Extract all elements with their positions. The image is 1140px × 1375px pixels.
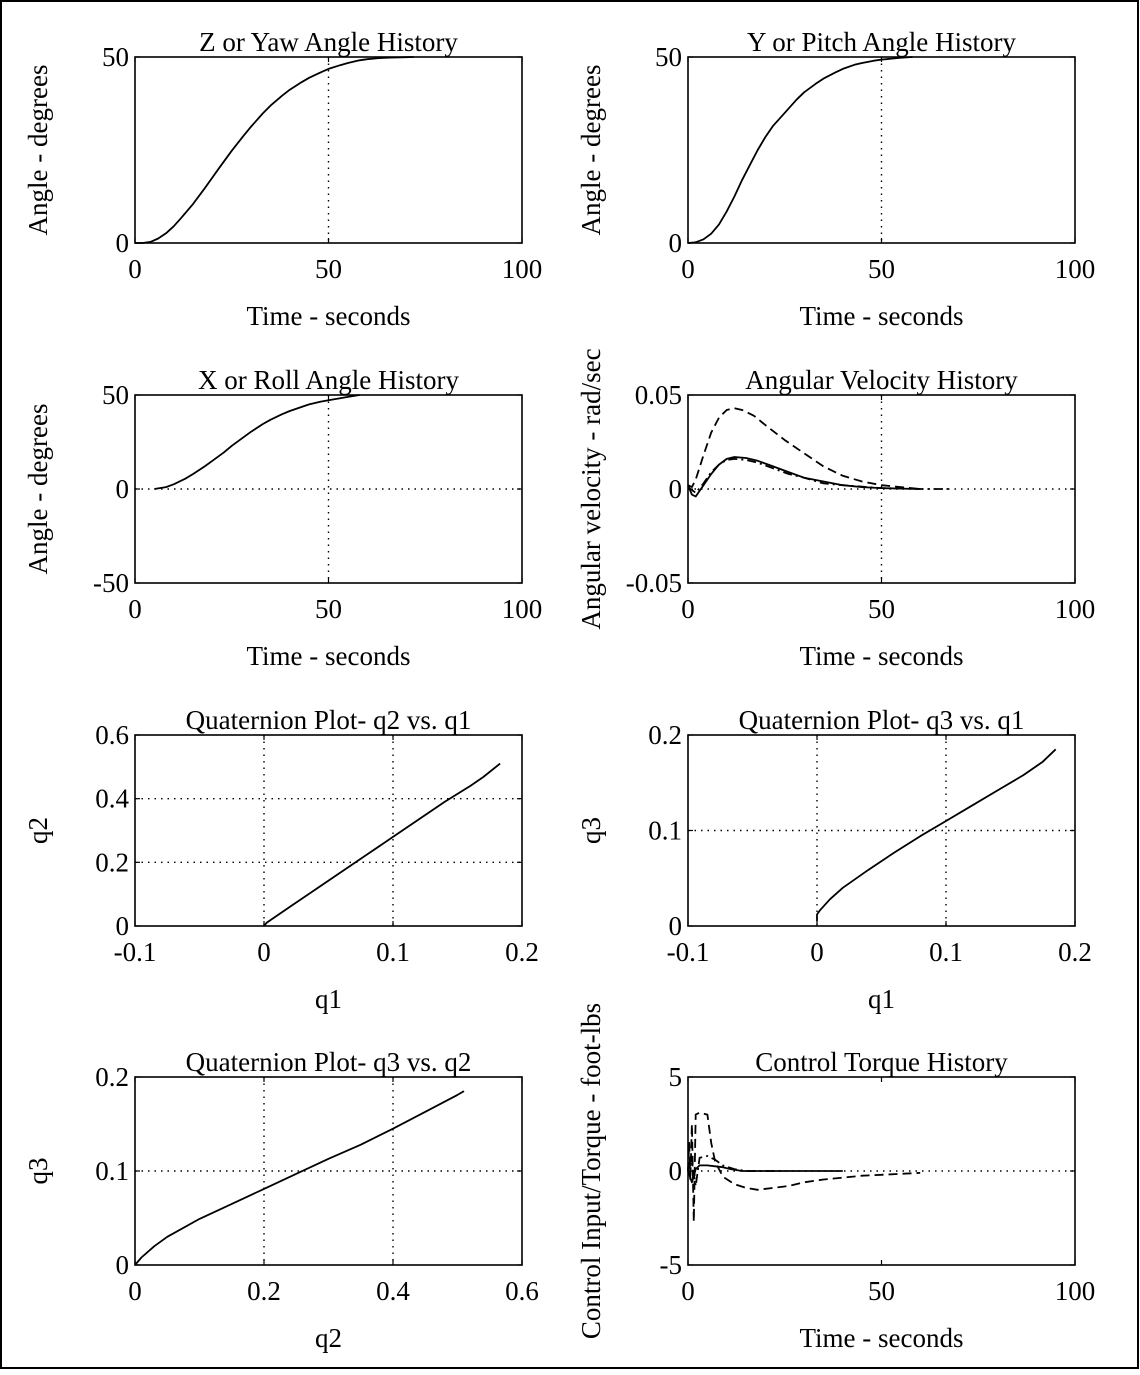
x-tick-label: 100 xyxy=(502,254,543,284)
y-tick-label: 0.2 xyxy=(95,847,129,877)
series-line-1 xyxy=(135,57,414,243)
y-axis-label: q3 xyxy=(576,817,606,844)
y-tick-label: 0.1 xyxy=(95,1156,129,1186)
y-tick-label: 0 xyxy=(669,911,683,941)
series-line-2 xyxy=(688,457,920,497)
y-tick-label: 0.2 xyxy=(95,1062,129,1092)
x-tick-label: 50 xyxy=(315,594,342,624)
chart-title: Quaternion Plot- q2 vs. q1 xyxy=(186,705,472,735)
y-tick-label: -5 xyxy=(660,1250,683,1280)
y-tick-label: 0.1 xyxy=(648,816,682,846)
x-axis-label: Time - seconds xyxy=(246,301,410,331)
x-axis-label: q1 xyxy=(868,984,895,1014)
plot-area-border xyxy=(688,735,1075,926)
y-tick-label: 0 xyxy=(669,1156,683,1186)
chart-title: Quaternion Plot- q3 vs. q1 xyxy=(739,705,1025,735)
chart-title: X or Roll Angle History xyxy=(198,365,459,395)
y-tick-label: 0.4 xyxy=(95,784,129,814)
chart-title: Z or Yaw Angle History xyxy=(199,27,458,57)
chart-title: Angular Velocity History xyxy=(745,365,1018,395)
series-line-1 xyxy=(264,764,500,926)
y-tick-label: 0 xyxy=(116,474,130,504)
x-axis-label: q2 xyxy=(315,1323,342,1353)
x-axis-label: Time - seconds xyxy=(799,301,963,331)
chart-title: Y or Pitch Angle History xyxy=(747,27,1016,57)
x-tick-label: 100 xyxy=(1055,594,1096,624)
x-tick-label: 0 xyxy=(128,594,142,624)
x-tick-label: 100 xyxy=(502,594,543,624)
y-axis-label: Angle - degrees xyxy=(23,65,53,236)
x-tick-label: 0.4 xyxy=(376,1276,410,1306)
x-tick-label: 0 xyxy=(681,254,695,284)
series-line-1 xyxy=(817,749,1056,921)
y-tick-label: 0 xyxy=(669,474,683,504)
y-axis-label: Angular velocity - rad/sec xyxy=(576,348,606,629)
y-axis-label: Control Input/Torque - foot-lbs xyxy=(576,1003,606,1339)
chart-q3q2: 0 0.2 0.4 0.6 0 0.1 0.2 Quaternion Plot- q3 vs.… xyxy=(23,1047,539,1353)
x-tick-label: 100 xyxy=(1055,254,1096,284)
y-tick-label: 0 xyxy=(116,228,130,258)
plot-area-border xyxy=(135,395,522,583)
series-line-1 xyxy=(688,57,913,243)
chart-q2q1: -0.1 0 0.1 0.200.20.40.6 Quaternion Plot- q2… xyxy=(23,705,539,1014)
plot-area-border xyxy=(135,57,522,243)
y-tick-label: -0.05 xyxy=(626,568,682,598)
y-tick-label: 50 xyxy=(102,380,129,410)
x-tick-label: 0 xyxy=(681,1276,695,1306)
x-axis-label: Time - seconds xyxy=(799,641,963,671)
series-line-3 xyxy=(688,1156,785,1186)
plot-area-border xyxy=(135,735,522,926)
x-tick-label: -0.1 xyxy=(114,937,157,967)
chart-title: Quaternion Plot- q3 vs. q2 xyxy=(186,1047,472,1077)
x-tick-label: 50 xyxy=(868,1276,895,1306)
y-tick-label: 5 xyxy=(669,1062,683,1092)
y-axis-label: q3 xyxy=(23,1158,53,1185)
x-tick-label: 0 xyxy=(257,937,271,967)
x-tick-label: 50 xyxy=(315,254,342,284)
x-axis-label: Time - seconds xyxy=(246,641,410,671)
x-tick-label: 100 xyxy=(1055,1276,1096,1306)
y-axis-label: Angle - degrees xyxy=(23,404,53,575)
plot-area-border xyxy=(688,57,1075,243)
y-tick-label: -50 xyxy=(93,568,129,598)
series-line-1 xyxy=(135,1091,464,1265)
x-tick-label: -0.1 xyxy=(667,937,710,967)
y-tick-label: 0 xyxy=(116,911,130,941)
x-tick-label: 50 xyxy=(868,254,895,284)
y-tick-label: 0 xyxy=(669,228,683,258)
y-tick-label: 0.2 xyxy=(648,720,682,750)
x-tick-label: 0.1 xyxy=(929,937,963,967)
x-tick-label: 50 xyxy=(868,594,895,624)
x-tick-label: 0.2 xyxy=(1058,937,1092,967)
y-tick-label: 0 xyxy=(116,1250,130,1280)
x-tick-label: 0.1 xyxy=(376,937,410,967)
y-tick-label: 50 xyxy=(655,42,682,72)
plot-area-border xyxy=(135,1077,522,1265)
x-axis-label: q1 xyxy=(315,984,342,1014)
x-axis-label: Time - seconds xyxy=(799,1323,963,1353)
x-tick-label: 0.6 xyxy=(505,1276,539,1306)
x-tick-label: 0 xyxy=(128,1276,142,1306)
chart-title: Control Torque History xyxy=(755,1047,1008,1077)
x-tick-label: 0.2 xyxy=(247,1276,281,1306)
x-tick-label: 0 xyxy=(681,594,695,624)
y-tick-label: 50 xyxy=(102,42,129,72)
y-axis-label: Angle - degrees xyxy=(576,65,606,236)
x-tick-label: 0.2 xyxy=(505,937,539,967)
chart-pitch: 0 50 100 0 50 Y or Pitch Angle History Time - … xyxy=(576,27,1095,331)
y-tick-label: 0.05 xyxy=(635,380,682,410)
chart-yaw: 0 50 100 0 50 Z or Yaw Angle History Time - se… xyxy=(23,27,542,331)
x-tick-label: 0 xyxy=(128,254,142,284)
chart-q3q1: -0.1 0 0.1 0.200.10.2 Quaternion Plot- q3 vs… xyxy=(576,705,1092,1014)
y-tick-label: 0.6 xyxy=(95,720,129,750)
y-axis-label: q2 xyxy=(23,817,53,844)
x-tick-label: 0 xyxy=(810,937,824,967)
